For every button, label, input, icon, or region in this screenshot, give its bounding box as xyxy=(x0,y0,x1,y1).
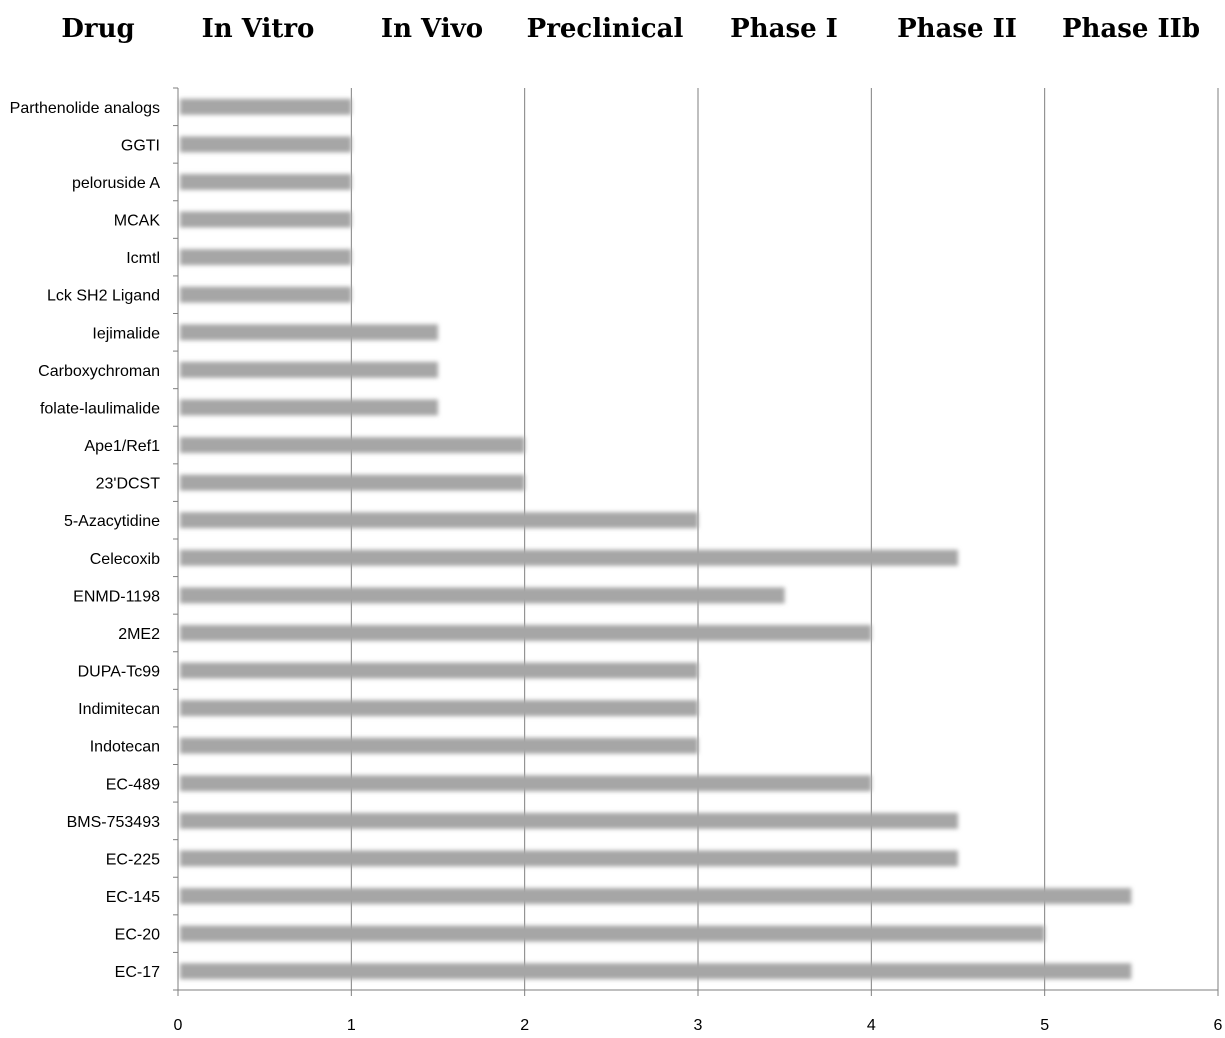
header-preclinical: Preclinical xyxy=(527,14,684,44)
bar-7 xyxy=(180,361,438,378)
bar-5 xyxy=(180,286,352,303)
x-tick-labels: 0 1 2 3 4 5 6 xyxy=(174,1017,1223,1034)
category-label: Carboxychroman xyxy=(38,363,160,380)
bar-6 xyxy=(180,324,438,341)
bar-14 xyxy=(180,624,872,641)
x-tick-label: 4 xyxy=(867,1017,876,1034)
category-label: MCAK xyxy=(114,213,161,230)
bar-21 xyxy=(180,888,1132,905)
x-tick-label: 3 xyxy=(694,1017,703,1034)
bar-20 xyxy=(180,850,958,867)
bar-18 xyxy=(180,775,872,792)
category-label: DUPA-Tc99 xyxy=(78,664,160,681)
category-label: 2ME2 xyxy=(118,626,160,643)
category-label: EC-225 xyxy=(106,851,160,868)
category-label: Lck SH2 Ligand xyxy=(47,288,160,305)
bar-10 xyxy=(180,474,525,491)
category-label: Indimitecan xyxy=(78,701,160,718)
header-drug: Drug xyxy=(61,14,134,44)
x-tick-label: 0 xyxy=(174,1017,183,1034)
bar-4 xyxy=(180,249,352,266)
bar-19 xyxy=(180,812,958,829)
category-label: EC-145 xyxy=(106,889,160,906)
category-label: peloruside A xyxy=(72,175,160,192)
phase-headers: Drug In Vitro In Vivo Preclinical Phase I Pha… xyxy=(61,14,1200,44)
category-labels: Parthenolide analogs GGTI peloruside A MCAK… xyxy=(10,100,161,981)
category-label: Icmtl xyxy=(126,250,160,267)
header-in-vitro: In Vitro xyxy=(202,14,315,44)
x-tick-label: 2 xyxy=(520,1017,529,1034)
bar-1 xyxy=(180,136,352,153)
header-in-vivo: In Vivo xyxy=(381,14,483,44)
bar-9 xyxy=(180,437,525,454)
x-tick-label: 6 xyxy=(1214,1017,1223,1034)
category-label: Indotecan xyxy=(90,739,160,756)
category-label: Celecoxib xyxy=(90,551,160,568)
bar-2 xyxy=(180,173,352,190)
header-phase-ii: Phase II xyxy=(897,14,1017,44)
bar-22 xyxy=(180,925,1045,942)
bar-0 xyxy=(180,98,352,115)
bar-8 xyxy=(180,399,438,416)
category-label: 5-Azacytidine xyxy=(64,513,160,530)
category-label: EC-20 xyxy=(115,927,160,944)
bar-3 xyxy=(180,211,352,228)
header-phase-i: Phase I xyxy=(730,14,838,44)
bar-11 xyxy=(180,512,698,529)
category-label: Iejimalide xyxy=(92,325,160,342)
bar-17 xyxy=(180,737,698,754)
axes xyxy=(173,87,1219,996)
header-phase-iib: Phase IIb xyxy=(1062,14,1200,44)
x-tick-label: 5 xyxy=(1040,1017,1049,1034)
bars xyxy=(180,98,1132,980)
bar-15 xyxy=(180,662,698,679)
category-label: 23'DCST xyxy=(96,476,161,493)
bar-12 xyxy=(180,549,958,566)
category-label: folate-laulimalide xyxy=(40,400,160,417)
category-label: EC-489 xyxy=(106,776,160,793)
category-label: Ape1/Ref1 xyxy=(84,438,160,455)
bar-23 xyxy=(180,963,1132,980)
category-label: ENMD-1198 xyxy=(73,588,160,605)
category-label: EC-17 xyxy=(115,964,160,981)
bar-16 xyxy=(180,700,698,717)
category-label: GGTI xyxy=(121,137,160,154)
gridlines xyxy=(350,88,1219,990)
category-label: BMS-753493 xyxy=(67,814,160,831)
bar-13 xyxy=(180,587,785,604)
category-label: Parthenolide analogs xyxy=(10,100,160,117)
x-tick-label: 1 xyxy=(347,1017,356,1034)
